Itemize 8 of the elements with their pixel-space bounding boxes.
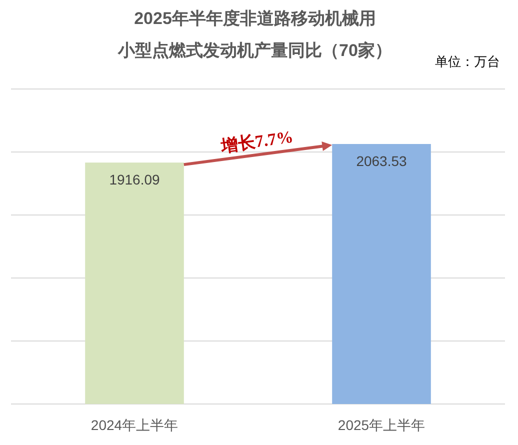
- x-tick-label: 2024年上半年: [90, 417, 178, 433]
- annotation: 增长7.7%: [219, 127, 294, 156]
- text: 单位：万台: [435, 54, 500, 69]
- data-label: 1916.09: [109, 172, 160, 188]
- data-label: 2063.53: [356, 152, 408, 169]
- x-tick-label: 2025年上半年: [338, 417, 426, 433]
- chart-title: 2025年半年度非道路移动机械用: [134, 9, 376, 28]
- chart-subtitle: 小型点燃式发动机产量同比（70家）: [117, 41, 392, 60]
